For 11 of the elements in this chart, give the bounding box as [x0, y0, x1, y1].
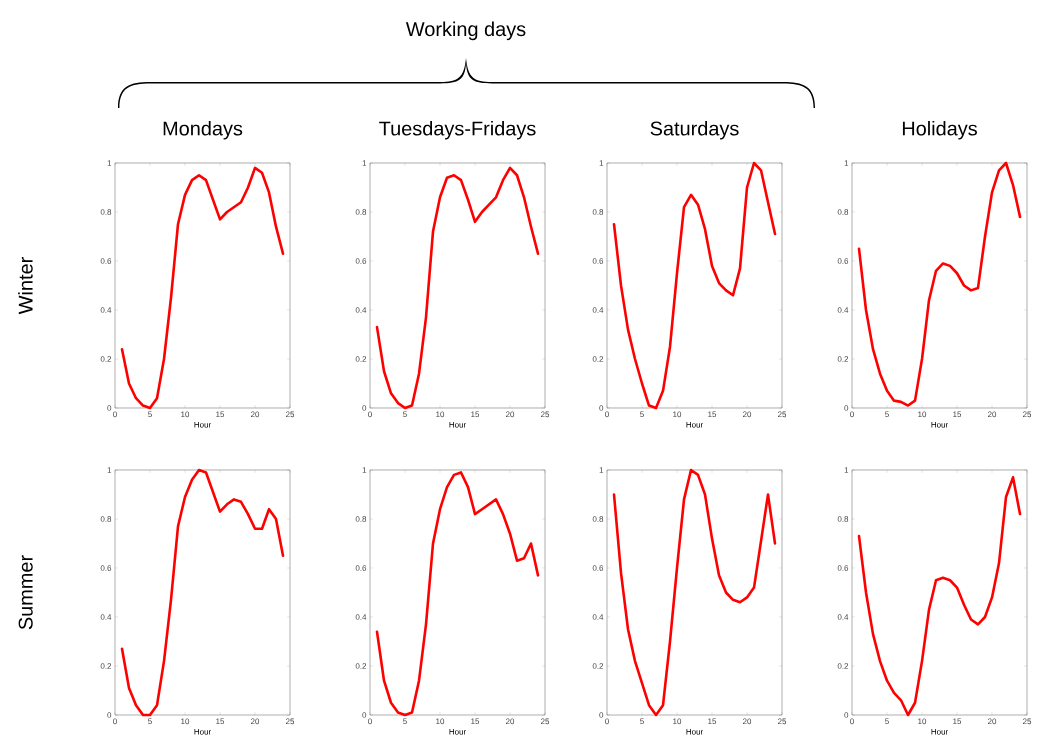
text: Working days: [405, 21, 526, 41]
line-series: [612, 161, 777, 410]
y-axis-title: Winter: [18, 257, 33, 315]
chart-title: Tuesdays-Fridays: [379, 120, 536, 140]
line-series: [375, 166, 540, 410]
chart-title: Mondays: [163, 120, 243, 140]
line-series: [857, 476, 1022, 717]
line-series: [857, 161, 1022, 407]
chart-title: Saturdays: [650, 120, 739, 140]
y-axis-title: Summer: [18, 555, 33, 630]
chart-title: Holidays: [902, 120, 977, 140]
